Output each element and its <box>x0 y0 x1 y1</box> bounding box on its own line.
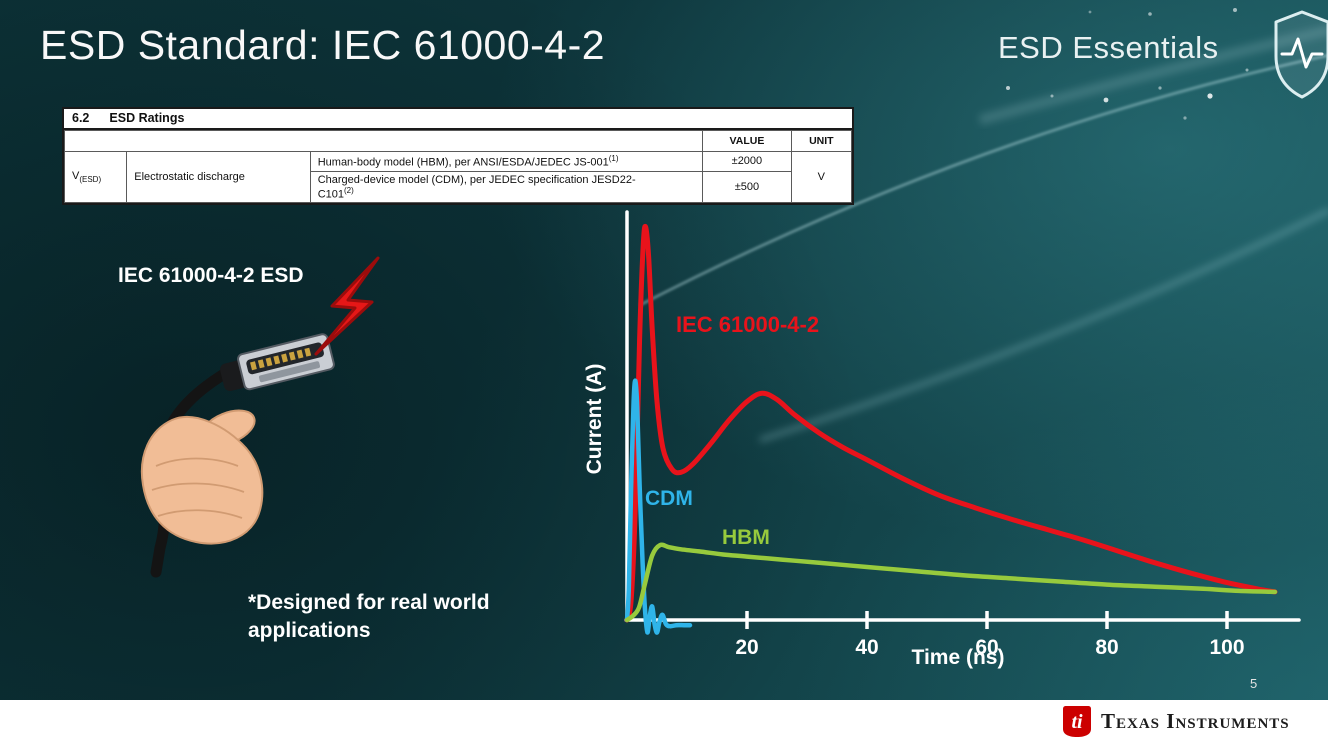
hbm-value-cell: ±2000 <box>702 151 792 172</box>
cdm-description-cell: Charged-device model (CDM), per JEDEC sp… <box>309 170 704 204</box>
page-number: 5 <box>1250 676 1258 691</box>
section-number: 6.2 <box>72 111 90 125</box>
footnote-text: *Designed for real world applications <box>248 591 490 643</box>
esd-shield-icon <box>1274 10 1328 99</box>
illustration-label: IEC 61000-4-2 ESD <box>118 264 304 287</box>
series-label-hbm: HBM <box>722 526 770 549</box>
hand <box>140 409 264 545</box>
section-name: ESD Ratings <box>109 111 185 125</box>
hand-connector-illustration <box>140 256 380 578</box>
svg-text:40: 40 <box>855 636 878 659</box>
esd-ratings-table: 6.2 ESD Ratings VALUE UNIT V(ESD) Electr… <box>62 107 854 206</box>
header-spacer-cell <box>63 130 704 152</box>
symbol-cell: V(ESD) <box>63 150 128 204</box>
cdm-value-cell: ±500 <box>702 170 792 204</box>
ti-bug-icon: ti <box>1063 706 1091 737</box>
unit-cell: V <box>790 150 853 204</box>
x-axis-label: Time (ns) <box>911 646 1005 669</box>
parameter-cell: Electrostatic discharge <box>126 150 311 204</box>
svg-text:80: 80 <box>1095 636 1118 659</box>
value-column-header: VALUE <box>702 130 792 152</box>
hbm-description-cell: Human-body model (HBM), per ANSI/ESDA/JE… <box>309 151 704 172</box>
table-section-title: 6.2 ESD Ratings <box>64 109 852 130</box>
footer-bar <box>0 700 1328 746</box>
svg-text:ti: ti <box>1071 711 1083 733</box>
table-row-hbm: V(ESD) Electrostatic discharge Human-bod… <box>63 150 853 204</box>
svg-text:60: 60 <box>975 636 998 659</box>
svg-text:20: 20 <box>735 636 758 659</box>
y-axis-label: Current (A) <box>583 363 606 475</box>
waveform-chart: 20 40 60 80 100 <box>624 210 1301 659</box>
ti-brand-text: Texas Instruments <box>1101 708 1290 733</box>
unit-column-header: UNIT <box>790 130 853 152</box>
page-title: ESD Standard: IEC 61000-4-2 <box>40 22 606 68</box>
table-row-cdm: Charged-device model (CDM), per JEDEC sp… <box>65 170 852 204</box>
hdmi-connector <box>220 333 335 392</box>
series-label-iec: IEC 61000-4-2 <box>676 312 820 337</box>
table-header-row: VALUE UNIT <box>63 130 853 152</box>
ti-logo: ti Texas Instruments <box>1062 705 1290 737</box>
svg-text:100: 100 <box>1209 636 1244 659</box>
series-brand-title: ESD Essentials <box>998 30 1219 65</box>
series-label-cdm: CDM <box>645 487 693 510</box>
lightning-bolt-icon <box>314 256 380 356</box>
